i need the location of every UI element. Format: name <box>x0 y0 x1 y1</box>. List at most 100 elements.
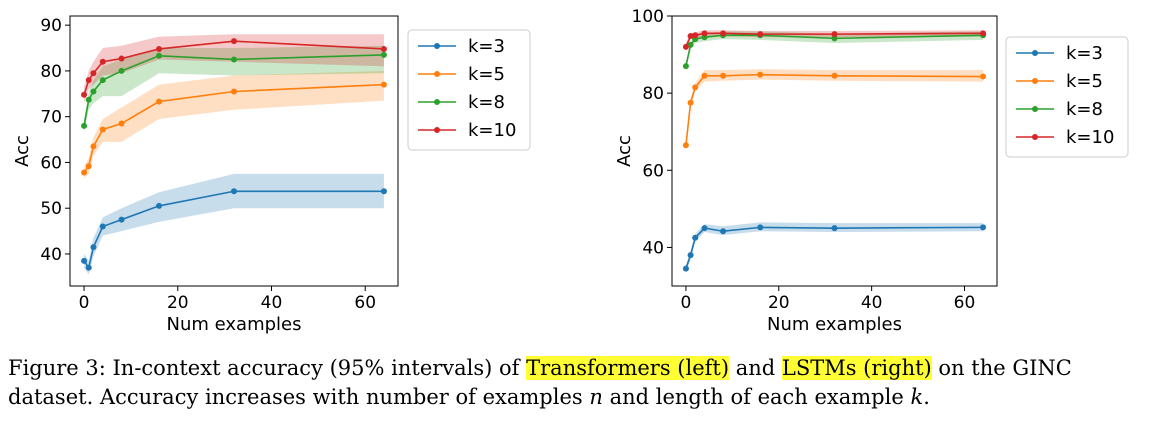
data-point-k=8-8 <box>118 67 125 74</box>
data-point-k=10-4 <box>701 30 708 37</box>
legend: k=3 k=5 k=8 k=10 <box>1005 36 1129 158</box>
data-point-k=3-1 <box>687 252 694 259</box>
caption-highlight-lstms: LSTMs (right) <box>781 356 932 380</box>
legend-box <box>1005 36 1129 158</box>
data-point-k=3-32 <box>231 188 237 195</box>
data-point-k=8-0 <box>682 63 689 70</box>
legend-marker-k=3 <box>434 43 440 49</box>
x-tick-label: 60 <box>954 293 976 313</box>
data-point-k=3-4 <box>701 225 708 232</box>
data-point-k=10-16 <box>156 45 163 52</box>
y-tick-label: 60 <box>642 161 664 181</box>
data-point-k=5-1 <box>85 163 92 170</box>
data-point-k=8-0 <box>81 122 88 129</box>
chart-lstms: 0 20 40 60 40 60 80 100 Num examples Acc k=3 k=5 k=8… <box>614 7 1129 335</box>
data-point-k=3-8 <box>720 228 727 235</box>
x-axis-label: Num examples <box>767 314 902 335</box>
legend-label-k=8: k=8 <box>468 92 505 113</box>
data-point-k=5-64 <box>980 73 987 80</box>
y-tick-label: 40 <box>642 238 664 258</box>
legend: k=3 k=5 k=8 k=10 <box>407 29 531 151</box>
plot-frame <box>671 15 998 287</box>
data-point-k=5-0 <box>682 142 689 149</box>
y-axis-label: Acc <box>614 135 635 167</box>
legend-marker-k=8 <box>434 99 440 105</box>
y-tick-label: 60 <box>40 153 62 173</box>
data-point-k=3-16 <box>757 224 764 231</box>
data-point-k=3-1 <box>85 264 92 271</box>
legend-marker-k=3 <box>1032 50 1038 56</box>
data-point-k=8-1 <box>85 96 92 103</box>
confidence-band-k=3 <box>84 173 384 275</box>
data-point-k=10-32 <box>231 38 237 45</box>
data-point-k=8-32 <box>231 56 237 63</box>
x-tick-label: 20 <box>167 293 189 313</box>
data-point-k=3-64 <box>980 224 987 231</box>
series-line-k=5 <box>83 83 384 173</box>
data-point-k=5-16 <box>156 98 163 105</box>
data-point-k=5-64 <box>380 81 387 88</box>
data-point-k=5-16 <box>757 71 764 78</box>
caption-line-2: dataset. Accuracy increases with number … <box>8 383 1148 412</box>
y-tick-label: 40 <box>40 245 62 265</box>
figure-caption: Figure 3: In-context accuracy (95% inter… <box>8 354 1148 412</box>
data-point-k=8-4 <box>99 77 106 84</box>
y-axis-label: Acc <box>12 135 33 167</box>
data-point-k=3-4 <box>99 223 106 230</box>
figure: 0 20 40 60 40 50 60 70 80 90 Num examples Acc k=3 k=5… <box>12 7 1129 335</box>
data-point-k=5-2 <box>90 143 97 150</box>
data-point-k=8-16 <box>156 52 163 59</box>
caption-highlight-transformers: Transformers (left) <box>526 356 730 380</box>
data-point-k=3-8 <box>118 216 125 223</box>
caption-line-1: Figure 3: In-context accuracy (95% inter… <box>8 354 1148 383</box>
caption-prefix: Figure 3: In-context accuracy (95% inter… <box>8 356 527 380</box>
confidence-band-k=8 <box>685 31 984 70</box>
caption-line2-a: dataset. Accuracy increases with number … <box>8 385 590 409</box>
data-point-k=5-8 <box>118 120 125 127</box>
data-point-k=3-64 <box>380 188 387 195</box>
legend-marker-k=10 <box>434 127 440 133</box>
data-point-k=3-0 <box>81 257 88 264</box>
x-tick-label: 0 <box>681 293 692 313</box>
y-tick-label: 50 <box>40 199 62 219</box>
data-point-k=5-4 <box>99 126 106 133</box>
confidence-band-k=5 <box>84 70 384 179</box>
legend-label-k=8: k=8 <box>1066 99 1103 120</box>
y-tick-label: 80 <box>642 84 664 104</box>
y-tick-label: 100 <box>632 7 664 27</box>
caption-var-k: k <box>910 385 924 409</box>
x-tick-label: 40 <box>861 293 883 313</box>
legend-label-k=10: k=10 <box>1066 127 1114 148</box>
data-point-k=3-16 <box>156 202 163 209</box>
plot-frame <box>69 15 399 287</box>
data-point-k=5-2 <box>692 84 699 91</box>
data-point-k=10-0 <box>81 91 88 98</box>
confidence-band-k=8 <box>84 45 384 133</box>
legend-label-k=5: k=5 <box>468 64 505 85</box>
data-point-k=3-2 <box>90 244 97 251</box>
legend-label-k=10: k=10 <box>468 120 516 141</box>
x-tick-label: 0 <box>79 293 90 313</box>
data-point-k=10-2 <box>692 32 699 39</box>
data-point-k=5-0 <box>81 169 88 176</box>
caption-line2-b: and length of each example <box>602 385 911 409</box>
data-point-k=5-32 <box>231 88 237 95</box>
legend-label-k=3: k=3 <box>1066 43 1103 64</box>
caption-var-n: n <box>589 385 603 409</box>
data-point-k=10-1 <box>85 77 92 84</box>
data-point-k=10-16 <box>757 31 764 38</box>
data-point-k=8-32 <box>831 35 838 42</box>
data-point-k=3-0 <box>682 265 689 272</box>
caption-middle: and <box>729 356 782 380</box>
data-point-k=8-64 <box>380 51 387 58</box>
data-point-k=5-1 <box>687 99 694 106</box>
legend-marker-k=5 <box>434 71 440 77</box>
y-tick-label: 70 <box>40 108 62 128</box>
chart-transformers: 0 20 40 60 40 50 60 70 80 90 Num examples Acc k=3 k=5… <box>12 15 531 335</box>
data-point-k=5-32 <box>831 72 838 79</box>
data-point-k=10-1 <box>687 33 694 40</box>
series-line-k=3 <box>83 190 384 270</box>
x-tick-label: 20 <box>768 293 790 313</box>
data-point-k=10-0 <box>682 43 689 50</box>
y-tick-label: 90 <box>40 16 62 36</box>
